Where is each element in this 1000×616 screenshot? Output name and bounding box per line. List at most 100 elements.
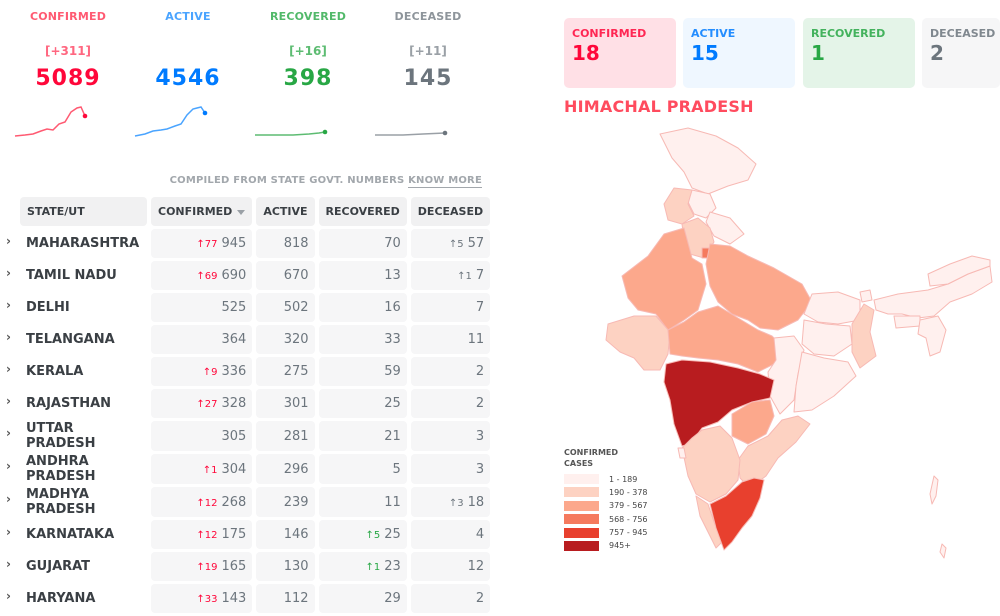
recovered-value: 23 — [384, 559, 401, 574]
recovered-value: 33 — [384, 332, 401, 347]
table-row[interactable]: › GUJARAT ↑19 165 130 ↑1 23 12 — [6, 552, 491, 581]
deceased-delta: ↑3 — [448, 497, 464, 509]
map-legend: CONFIRMED CASES 1 - 189 190 - 378 379 - 56… — [564, 447, 648, 554]
map-state-maharashtra[interactable] — [663, 359, 775, 447]
state-name[interactable]: HARYANA — [26, 591, 96, 606]
map-state-west-bengal[interactable] — [851, 303, 877, 369]
chevron-right-icon[interactable]: › — [6, 298, 11, 312]
level-delta: [+16] — [289, 44, 327, 58]
chevron-right-icon[interactable]: › — [6, 459, 11, 473]
map-state-uttarakhand[interactable] — [705, 211, 745, 245]
map-state-assam[interactable] — [873, 265, 993, 319]
header-confirmed[interactable]: CONFIRMED — [151, 197, 253, 226]
map-stat-value: 2 — [930, 41, 944, 65]
cell-recovered: 5 — [318, 454, 407, 484]
chevron-right-icon[interactable]: › — [6, 589, 11, 603]
table-row[interactable]: › DELHI 525 502 16 7 — [6, 293, 491, 322]
map-state-goa[interactable] — [677, 447, 687, 459]
header-state[interactable]: STATE/UT — [20, 197, 147, 226]
chevron-right-icon[interactable]: › — [6, 394, 11, 408]
map-state-tamil-nadu[interactable] — [709, 477, 765, 551]
state-name[interactable]: GUJARAT — [26, 559, 91, 574]
table-row[interactable]: › MAHARASHTRA ↑77 945 818 70 ↑5 57 — [6, 229, 491, 258]
table-row[interactable]: › UTTAR PRADESH 305 281 21 3 — [6, 421, 491, 451]
map-state-odisha[interactable] — [793, 351, 857, 413]
recovered-value: 5 — [392, 461, 401, 477]
deceased-value: 3 — [475, 461, 485, 477]
map-andaman-islands[interactable] — [929, 475, 939, 505]
map-state-punjab[interactable] — [663, 187, 695, 225]
map-state-arunachal[interactable] — [927, 255, 991, 287]
state-name[interactable]: MADHYA PRADESH — [26, 487, 96, 517]
table-row[interactable]: › KERALA ↑9 336 275 59 2 — [6, 357, 491, 386]
map-state-rajasthan[interactable] — [621, 227, 707, 331]
know-more-link[interactable]: KNOW MORE — [408, 175, 482, 188]
cell-recovered: 29 — [318, 584, 407, 613]
table-row[interactable]: › TAMIL NADU ↑69 690 670 13 ↑1 7 — [6, 261, 491, 290]
level-value: 145 — [403, 66, 453, 91]
cell-active: 275 — [256, 357, 315, 386]
map-state-meghalaya[interactable] — [893, 315, 921, 329]
table-row[interactable]: › TELANGANA 364 320 33 11 — [6, 325, 491, 354]
table-body: › MAHARASHTRA ↑77 945 818 70 ↑5 57 › TAMIL NADU ↑6… — [6, 229, 491, 613]
level-active: ACTIVE 4546 — [128, 10, 248, 137]
cell-confirmed: ↑19 165 — [151, 552, 253, 581]
region-title: HIMACHAL PRADESH — [564, 97, 754, 116]
chevron-right-icon[interactable]: › — [6, 330, 11, 344]
map-state-sikkim[interactable] — [859, 289, 873, 303]
recovered-value: 70 — [384, 236, 401, 251]
map-state-karnataka[interactable] — [681, 425, 741, 503]
map-state-uttar-pradesh[interactable] — [705, 243, 813, 331]
header-active[interactable]: ACTIVE — [256, 197, 315, 226]
chevron-right-icon[interactable]: › — [6, 525, 11, 539]
chevron-right-icon[interactable]: › — [6, 492, 11, 506]
level-label: ACTIVE — [165, 10, 211, 23]
map-state-gujarat[interactable] — [605, 315, 671, 371]
map-state-bihar[interactable] — [803, 291, 861, 325]
cell-deceased: 3 — [410, 454, 491, 484]
legend-swatch — [564, 527, 599, 538]
cell-deceased: 7 — [410, 293, 491, 322]
deceased-value: 7 — [475, 300, 485, 315]
india-map[interactable] — [598, 124, 998, 564]
legend-range: 757 - 945 — [609, 528, 648, 538]
state-name[interactable]: KERALA — [26, 364, 84, 379]
table-row[interactable]: › HARYANA ↑33 143 112 29 2 — [6, 584, 491, 613]
map-state-telangana[interactable] — [731, 399, 775, 445]
confirmed-value: 328 — [221, 396, 247, 411]
cell-active: 146 — [256, 520, 315, 549]
map-state-chhattisgarh[interactable] — [767, 335, 805, 415]
chevron-right-icon[interactable]: › — [6, 426, 11, 440]
legend-range: 1 - 189 — [609, 474, 638, 484]
state-name[interactable]: RAJASTHAN — [26, 396, 112, 411]
state-name[interactable]: MAHARASHTRA — [26, 236, 140, 251]
deceased-value: 11 — [467, 332, 485, 347]
cell-active: 670 — [256, 261, 315, 290]
table-row[interactable]: › ANDHRA PRADESH ↑1 304 296 5 3 — [6, 454, 491, 484]
state-name[interactable]: TELANGANA — [26, 332, 115, 347]
table-row[interactable]: › MADHYA PRADESH ↑12 268 239 11 ↑3 18 — [6, 487, 491, 517]
active-value: 296 — [283, 461, 309, 477]
chevron-right-icon[interactable]: › — [6, 234, 11, 248]
header-recovered[interactable]: RECOVERED — [318, 197, 407, 226]
chevron-right-icon[interactable]: › — [6, 362, 11, 376]
map-state-kerala[interactable] — [695, 495, 723, 549]
map-state-andhra-pradesh[interactable] — [737, 415, 811, 489]
state-name[interactable]: TAMIL NADU — [26, 268, 117, 283]
state-name[interactable]: ANDHRA PRADESH — [26, 454, 96, 484]
chevron-right-icon[interactable]: › — [6, 557, 11, 571]
table-row[interactable]: › RAJASTHAN ↑27 328 301 25 2 — [6, 389, 491, 418]
cell-confirmed: 525 — [151, 293, 253, 322]
cell-active: 281 — [256, 421, 315, 451]
table-row[interactable]: › KARNATAKA ↑12 175 146 ↑5 25 4 — [6, 520, 491, 549]
header-deceased[interactable]: DECEASED — [410, 197, 491, 226]
chevron-right-icon[interactable]: › — [6, 266, 11, 280]
map-state-jharkhand[interactable] — [801, 319, 853, 357]
state-name[interactable]: UTTAR PRADESH — [26, 421, 96, 451]
map-state-tripura-mizoram[interactable] — [917, 315, 947, 357]
state-name[interactable]: KARNATAKA — [26, 527, 115, 542]
map-state-jammu-kashmir[interactable] — [659, 127, 757, 195]
legend-item: 568 - 756 — [564, 514, 648, 525]
deceased-value: 2 — [475, 396, 485, 411]
state-name[interactable]: DELHI — [26, 300, 70, 315]
